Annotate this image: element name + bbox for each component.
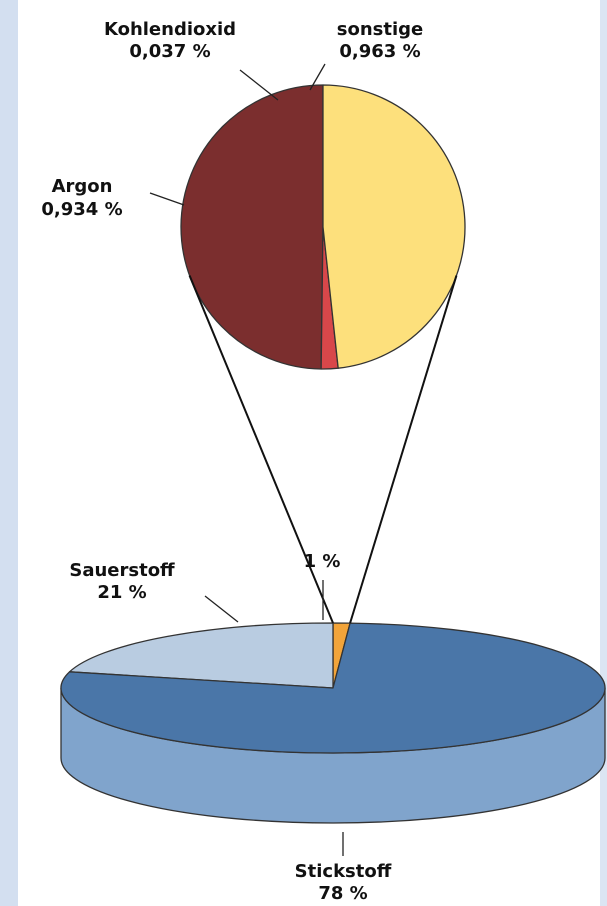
slice-label: Stickstoff (295, 861, 392, 882)
pie-slice (68, 622, 334, 689)
leader-line (239, 69, 279, 101)
value-label: 1 % (304, 551, 341, 572)
value-label: 21 % (97, 582, 146, 603)
side-strip (0, 0, 18, 906)
marks (60, 84, 606, 824)
slice-label: Kohlendioxid (104, 19, 236, 40)
pie-slice (322, 84, 466, 369)
leader-line (309, 63, 326, 91)
connector-line (188, 275, 334, 624)
slice-label: Argon (52, 176, 113, 197)
slice-label: sonstige (337, 19, 423, 40)
connector-line (349, 275, 458, 624)
value-label: 0,037 % (129, 41, 210, 62)
leader-line (149, 192, 185, 206)
value-label: 0,934 % (41, 199, 122, 220)
pie-slice (60, 622, 606, 754)
slice-label: Sauerstoff (69, 560, 175, 581)
pie-slice (180, 84, 324, 370)
leaders (149, 63, 344, 856)
leader-line (204, 595, 239, 623)
value-label: 0,963 % (339, 41, 420, 62)
value-label: 78 % (318, 883, 367, 904)
